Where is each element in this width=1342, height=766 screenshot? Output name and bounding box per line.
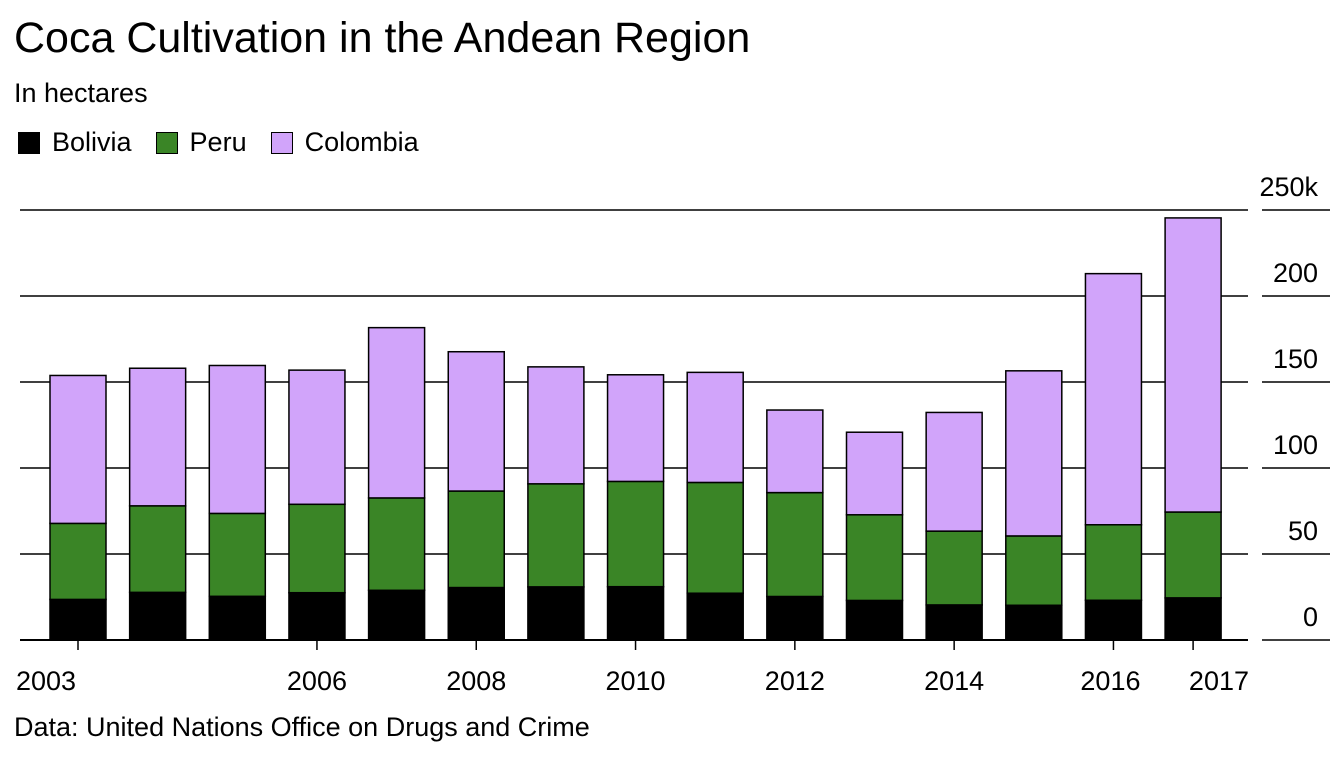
x-tick-label: 2012: [765, 666, 825, 696]
x-tick-label: 2008: [446, 666, 506, 696]
x-tick-label: 2017: [1189, 666, 1249, 696]
bar-bolivia: [766, 595, 824, 641]
bar-peru: [766, 491, 824, 598]
bar-bolivia: [288, 591, 346, 641]
bar-colombia: [1084, 272, 1143, 526]
bar-bolivia: [1084, 599, 1143, 641]
y-tick-label: 150: [1273, 344, 1318, 374]
legend-label-bolivia: Bolivia: [52, 127, 132, 157]
bar-peru: [925, 530, 983, 606]
bar-colombia: [288, 369, 346, 506]
bar-bolivia: [208, 595, 267, 641]
bar-peru: [527, 483, 585, 588]
bar-bolivia: [686, 592, 744, 641]
legend-swatch-peru: [155, 131, 178, 154]
bar-bolivia: [49, 598, 107, 641]
bar-bolivia: [367, 589, 426, 641]
bar-peru: [606, 480, 665, 588]
bar-peru: [128, 505, 187, 594]
bar-peru: [1005, 535, 1063, 607]
bar-bolivia: [845, 599, 904, 641]
bar-bolivia: [527, 586, 585, 641]
legend-label-peru: Peru: [189, 127, 247, 157]
legend-swatch-colombia: [270, 131, 293, 154]
legend-item-bolivia: Bolivia: [18, 127, 132, 158]
bar-colombia: [686, 371, 744, 484]
y-tick-label: 100: [1273, 430, 1318, 460]
bar-colombia: [447, 350, 505, 492]
bar-colombia: [527, 366, 585, 485]
bar-peru: [845, 514, 904, 602]
bar-colombia: [367, 326, 426, 499]
y-tick-label: 250k: [1259, 172, 1318, 202]
x-tick-label: 2006: [287, 666, 347, 696]
legend-item-colombia: Colombia: [270, 127, 419, 158]
bar-bolivia: [1005, 604, 1063, 641]
bar-colombia: [208, 364, 267, 515]
bar-peru: [49, 522, 107, 601]
chart-subtitle: In hectares: [14, 78, 148, 108]
x-tick-label: 2010: [606, 666, 666, 696]
y-tick-label: 50: [1288, 516, 1318, 546]
bar-peru: [208, 512, 267, 598]
y-tick-label: 0: [1303, 602, 1318, 632]
bar-colombia: [925, 411, 983, 532]
bar-colombia: [1005, 370, 1063, 537]
y-tick-label: 200: [1273, 258, 1318, 288]
bar-bolivia: [447, 586, 505, 641]
legend: Bolivia Peru Colombia: [18, 127, 443, 158]
legend-swatch-bolivia: [18, 131, 40, 154]
x-tick-label: 2003: [16, 666, 76, 696]
chart-title: Coca Cultivation in the Andean Region: [14, 14, 751, 62]
legend-label-colombia: Colombia: [304, 127, 419, 157]
bar-colombia: [606, 374, 665, 483]
bar-bolivia: [128, 591, 187, 641]
bar-colombia: [845, 431, 904, 516]
bar-peru: [1164, 511, 1222, 599]
bar-peru: [447, 490, 505, 589]
bar-colombia: [1164, 217, 1222, 513]
bar-peru: [288, 503, 346, 594]
bar-colombia: [49, 374, 107, 525]
legend-item-peru: Peru: [155, 127, 247, 158]
bar-peru: [1084, 524, 1143, 602]
bar-peru: [367, 497, 426, 592]
bar-colombia: [128, 367, 187, 507]
bar-bolivia: [925, 604, 983, 641]
bar-colombia: [766, 409, 824, 494]
x-tick-label: 2014: [924, 666, 984, 696]
source-note: Data: United Nations Office on Drugs and…: [14, 712, 590, 742]
bar-bolivia: [1164, 597, 1222, 641]
bar-peru: [686, 481, 744, 594]
x-tick-label: 2016: [1080, 666, 1140, 696]
bar-bolivia: [606, 585, 665, 641]
